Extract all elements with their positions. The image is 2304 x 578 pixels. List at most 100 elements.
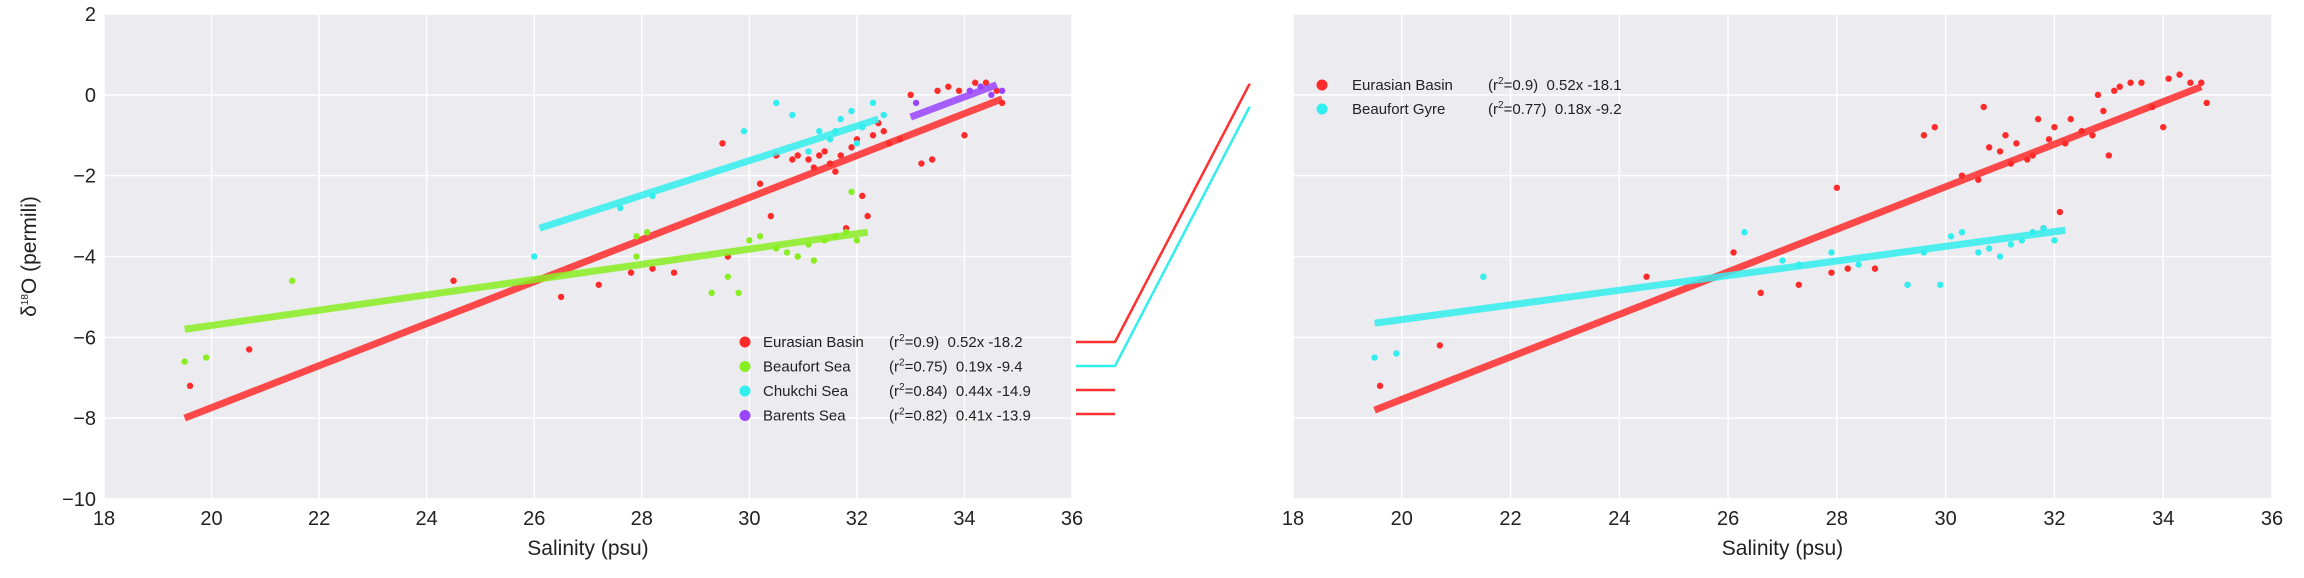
data-point <box>2116 83 2123 90</box>
data-point <box>2160 123 2167 131</box>
data-point <box>735 289 742 297</box>
y-tick-label: 0 <box>85 85 96 107</box>
data-point <box>1931 123 1938 131</box>
data-point <box>1844 265 1851 272</box>
x-tick-label: 30 <box>1935 508 1957 530</box>
data-point <box>2187 79 2194 86</box>
data-point <box>756 233 764 240</box>
data-point <box>740 128 748 135</box>
data-point <box>934 87 941 94</box>
data-point <box>848 144 855 151</box>
data-point <box>2165 75 2172 82</box>
panel-1: 18 20 22 24 26 28 30 32 34 36 −10 −8 −6 −4 −2 0 2 Salinit… <box>18 4 1083 560</box>
regression-line <box>1374 226 2066 327</box>
data-point <box>1980 103 1987 111</box>
x-tick-label: 20 <box>200 508 222 530</box>
data-point <box>746 237 753 244</box>
data-point <box>1985 144 1993 151</box>
y-tick-label: 2 <box>85 4 96 26</box>
data-point <box>2138 79 2145 86</box>
data-point <box>1996 253 2004 260</box>
data-point <box>627 269 635 276</box>
data-point <box>2013 140 2020 147</box>
data-point <box>1393 350 1400 357</box>
data-point <box>955 87 963 94</box>
legend-entry-stats: (r2=0.84) 0.44x -14.9 <box>889 382 1031 400</box>
data-point <box>633 233 640 240</box>
data-point <box>1904 281 1911 288</box>
regression-line <box>1373 83 2203 414</box>
legend-marker <box>1316 103 1328 115</box>
legend-entry-name: Eurasian Basin <box>763 334 864 351</box>
data-point <box>246 346 253 353</box>
data-point <box>2111 87 2118 94</box>
data-point <box>869 99 877 107</box>
data-point <box>816 128 823 135</box>
data-point <box>1730 249 1737 256</box>
legend-marker <box>739 361 751 372</box>
data-point <box>805 156 812 163</box>
legend-entry-name: Eurasian Basin <box>1352 77 1453 94</box>
data-point <box>1937 281 1944 288</box>
x-tick-label: 24 <box>416 508 438 530</box>
x-tick-label: 22 <box>1499 508 1521 530</box>
legend-entry-stats: (r2=0.82) 0.41x -13.9 <box>889 407 1031 425</box>
connector-line <box>1076 83 1252 344</box>
y-tick-label: −6 <box>73 327 96 349</box>
data-point <box>2105 152 2113 159</box>
data-point <box>794 152 801 159</box>
data-point <box>1947 233 1955 240</box>
data-point <box>928 156 936 163</box>
data-point <box>2094 91 2102 99</box>
data-point <box>186 382 194 390</box>
x-tick-label: 20 <box>1391 508 1413 530</box>
data-point <box>1828 249 1835 256</box>
data-point <box>1779 257 1786 264</box>
x-tick-label: 34 <box>2152 508 2174 530</box>
y-axis-label: δ18O (permili) <box>18 196 41 317</box>
data-point <box>912 99 920 107</box>
data-point <box>1741 229 1748 236</box>
data-point <box>1757 289 1764 297</box>
data-point <box>789 156 796 163</box>
data-point <box>643 229 651 236</box>
data-point <box>988 91 995 99</box>
data-point <box>853 140 861 147</box>
data-point <box>961 132 968 139</box>
data-point <box>837 115 844 123</box>
legend-entry-name: Chukchi Sea <box>763 383 849 400</box>
legend-connectors <box>1076 83 1252 416</box>
data-point <box>1958 229 1966 236</box>
data-point <box>773 99 780 107</box>
legend-entry-name: Beaufort Sea <box>763 359 851 376</box>
legend-entry-stats: (r2=0.9) 0.52x -18.1 <box>1488 76 1622 94</box>
legend-entry-stats: (r2=0.75) 0.19x -9.4 <box>889 358 1023 376</box>
data-point <box>998 87 1006 94</box>
data-point <box>450 277 457 284</box>
data-point <box>1996 148 2004 155</box>
data-point <box>2045 136 2053 143</box>
x-tick-label: 18 <box>93 508 115 530</box>
data-point <box>595 281 602 288</box>
data-point <box>918 160 925 167</box>
data-point <box>864 212 871 220</box>
legend: Eurasian Basin (r2=0.9) 0.52x -18.2 Beaufo… <box>739 333 1031 425</box>
regression-line <box>538 115 880 232</box>
x-axis-label: Salinity (psu) <box>1722 537 1843 560</box>
x-tick-label: 34 <box>953 508 975 530</box>
x-tick-label: 24 <box>1608 508 1630 530</box>
data-point <box>202 354 210 361</box>
series-beaufort-gyre <box>1371 225 2066 361</box>
data-point <box>2051 237 2058 244</box>
data-point <box>805 148 812 155</box>
data-point <box>649 265 656 272</box>
data-point <box>2176 71 2183 78</box>
data-point <box>531 253 538 260</box>
legend-marker <box>739 410 751 421</box>
x-tick-label: 22 <box>308 508 330 530</box>
panel-2: 18 20 22 24 26 28 30 32 34 36 Salinity (psu) Eurasi… <box>1282 13 2283 560</box>
data-point <box>2034 115 2042 123</box>
data-point <box>859 192 866 200</box>
data-point <box>756 180 764 187</box>
